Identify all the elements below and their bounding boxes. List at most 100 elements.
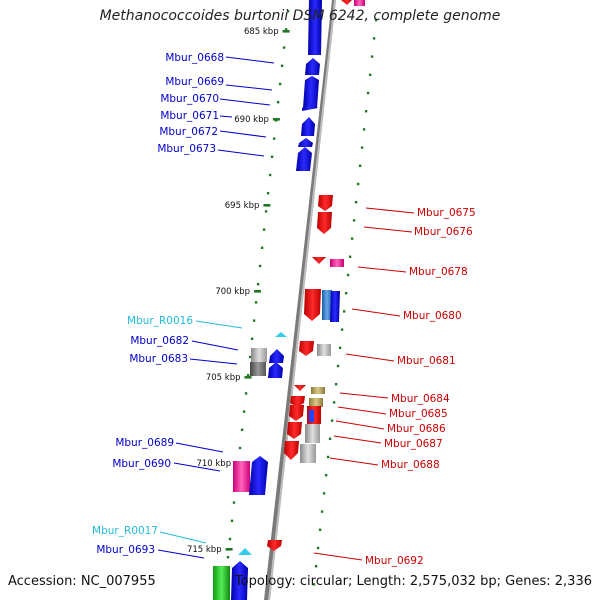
gene-arrow[interactable] (312, 257, 326, 264)
gene-block[interactable] (233, 461, 250, 492)
rna-arrow[interactable] (238, 548, 252, 555)
gene-block[interactable] (251, 348, 267, 362)
ruler-dot (326, 455, 330, 459)
ruler-major-tick (225, 548, 233, 551)
gene-arrow[interactable] (341, 0, 352, 5)
gene-arrow[interactable] (308, 0, 322, 55)
gene-arrow[interactable] (284, 441, 299, 460)
gene-arrow[interactable] (304, 289, 321, 321)
ruler-dot (278, 82, 282, 86)
gene-arrow[interactable] (249, 456, 268, 495)
ruler-dot (228, 537, 232, 541)
gene-arrow[interactable] (294, 385, 306, 391)
ruler-dot (268, 173, 272, 177)
gene-label[interactable]: Mbur_0672 (159, 126, 218, 138)
gene-arrow[interactable] (269, 349, 284, 363)
gene-label[interactable]: Mbur_0692 (365, 555, 424, 567)
ruler-label: 685 kbp (244, 27, 279, 37)
gene-block[interactable] (317, 344, 331, 356)
gene-label[interactable]: Mbur_0684 (391, 393, 450, 405)
gene-label[interactable]: Mbur_0686 (387, 423, 446, 435)
gene-label[interactable]: Mbur_0685 (389, 408, 448, 420)
gene-label[interactable]: Mbur_0688 (381, 459, 440, 471)
ruler-dot (316, 546, 320, 550)
ruler-dot (362, 128, 366, 131)
gene-label[interactable]: Mbur_0678 (409, 266, 468, 278)
ruler-dot (370, 55, 374, 58)
ruler-dot (246, 374, 250, 377)
ruler-major-tick (272, 118, 280, 121)
gene-label[interactable]: Mbur_0681 (397, 355, 456, 367)
gene-block[interactable] (213, 566, 230, 600)
gene-arrow[interactable] (296, 147, 312, 171)
gene-arrow[interactable] (298, 138, 313, 147)
ruler-dot (256, 283, 260, 286)
gene-block[interactable] (322, 290, 332, 320)
gene-arrow[interactable] (302, 104, 318, 111)
gene-arrow[interactable] (318, 195, 333, 211)
gene-label[interactable]: Mbur_0693 (96, 544, 155, 556)
gene-arrow[interactable] (299, 341, 314, 356)
gene-block[interactable] (330, 259, 344, 267)
ruler-dot (252, 319, 256, 322)
gene-block[interactable] (305, 424, 320, 443)
rna-arrow[interactable] (275, 332, 287, 337)
gene-block[interactable] (309, 410, 314, 422)
gene-label[interactable]: Mbur_0680 (403, 310, 462, 322)
gene-label[interactable]: Mbur_R0016 (127, 315, 193, 327)
gene-label[interactable]: Mbur_0687 (384, 438, 443, 450)
ruler-major-tick (263, 204, 271, 207)
ruler-dot (354, 201, 358, 204)
gene-label[interactable]: Mbur_0683 (129, 353, 188, 365)
ruler-dot (270, 155, 274, 158)
ruler-dot (272, 137, 276, 140)
gene-label[interactable]: Mbur_0673 (157, 143, 216, 155)
gene-label[interactable]: Mbur_0689 (115, 437, 174, 449)
ruler-dot (338, 346, 342, 349)
ruler-dot (336, 364, 340, 368)
gene-label[interactable]: Mbur_0670 (160, 93, 219, 105)
ruler-dot (262, 228, 266, 231)
gene-arrow[interactable] (305, 58, 320, 75)
ruler-dot (282, 46, 286, 49)
ruler-dot (254, 301, 258, 304)
gene-arrow[interactable] (301, 117, 315, 136)
ruler-dot (358, 164, 362, 167)
gene-block[interactable] (354, 0, 365, 6)
gene-label[interactable]: Mbur_0669 (165, 76, 224, 88)
gene-arrow[interactable] (290, 396, 305, 407)
gene-block[interactable] (250, 362, 266, 376)
gene-arrow[interactable] (330, 291, 340, 322)
gene-arrow[interactable] (287, 422, 302, 439)
ruler-dot (360, 146, 364, 149)
ruler-dot (260, 246, 264, 249)
gene-label[interactable]: Mbur_R0017 (92, 525, 158, 537)
ruler-dot (242, 410, 246, 413)
ruler-major-tick (282, 30, 290, 33)
gene-label[interactable]: Mbur_0682 (130, 335, 189, 347)
ruler-dot (238, 446, 242, 450)
gene-arrow[interactable] (268, 362, 283, 378)
gene-arrow[interactable] (317, 212, 332, 234)
gene-arrow[interactable] (231, 561, 248, 600)
ruler-dot (328, 437, 332, 440)
gene-label[interactable]: Mbur_0671 (160, 110, 219, 122)
ruler-dot (276, 101, 280, 104)
gene-label[interactable]: Mbur_0668 (165, 52, 224, 64)
gene-arrow[interactable] (267, 540, 282, 551)
gene-arrow[interactable] (303, 76, 319, 108)
gene-label[interactable]: Mbur_0690 (112, 458, 171, 470)
gene-label[interactable]: Mbur_0675 (417, 207, 476, 219)
gene-arrow[interactable] (289, 405, 304, 421)
ruler-dot (334, 383, 338, 386)
ruler-dot (372, 37, 376, 40)
gene-label[interactable]: Mbur_0676 (414, 226, 473, 238)
ruler-dot (312, 583, 316, 586)
ruler-major-tick (244, 376, 252, 379)
ruler-dot (314, 565, 318, 568)
gene-block[interactable] (311, 387, 325, 394)
gene-block[interactable] (300, 444, 316, 463)
ruler-dot (342, 310, 346, 313)
gene-block[interactable] (309, 398, 323, 407)
